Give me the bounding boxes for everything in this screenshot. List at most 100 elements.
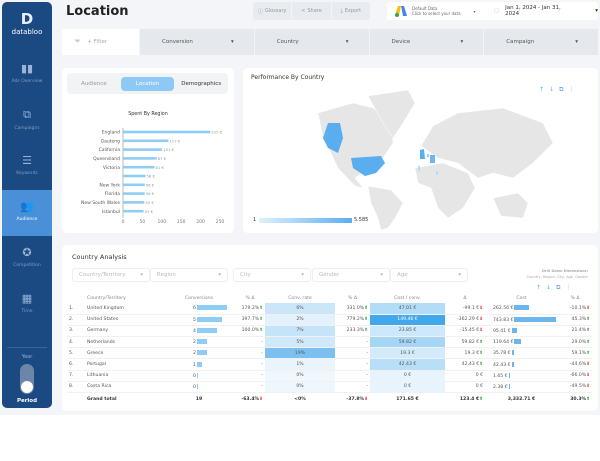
value: 6% <box>296 305 304 311</box>
drill-icon[interactable]: ⧉ <box>556 284 566 291</box>
caret-icon: ▾ <box>458 272 461 278</box>
table-row[interactable]: 1. United Kingdom 6 179.2%⬆ 6% 331.0%⬆ 4… <box>67 303 592 315</box>
col-cost-per-conv[interactable]: Cost / conv. <box>394 296 421 301</box>
map-country-alaska <box>323 123 343 153</box>
sort-up-icon[interactable]: ↑ <box>536 284 547 291</box>
conversions-delta-cell: 397.7%⬆ <box>235 314 265 326</box>
more-icon[interactable]: ⋮ <box>568 86 580 93</box>
col-country[interactable]: Country/Territory <box>87 296 126 301</box>
glossary-button[interactable]: ⓘ Glossary <box>253 2 293 20</box>
logo-mark-icon: D <box>20 10 34 28</box>
col-cost-per-conv-delta[interactable]: Δ <box>463 296 467 301</box>
bar-chart-icon: ▮▮ <box>20 62 34 75</box>
table-row[interactable]: 2. United States 5 397.7%⬆ 2% 779.2%⬆ 14… <box>67 314 592 326</box>
sort-down-icon[interactable]: ↓ <box>546 284 557 291</box>
conv-rate-cell: 2% <box>265 314 335 326</box>
total-conv-delta: -63.4%⬇ <box>235 393 265 407</box>
country-territory-selector[interactable]: Country/Territory ▾ <box>72 268 150 282</box>
gender-selector[interactable]: Gender ▾ <box>312 268 390 282</box>
col-conv-rate-delta[interactable]: % Δ <box>348 296 357 301</box>
map-country-netherlands <box>427 154 429 157</box>
bar <box>123 183 145 187</box>
city-selector[interactable]: City ▾ <box>233 268 311 282</box>
value: - <box>366 373 368 379</box>
value: -66.0% <box>569 373 587 379</box>
table-row[interactable]: 6. Portugal 1 - 1% - 42.43 € 42.43 €⬆ 42… <box>67 358 592 371</box>
col-cost-delta[interactable]: % Δ <box>570 296 580 301</box>
category-label: New York <box>99 182 120 188</box>
drill-down-title: Drill Down Dimensions: <box>542 269 588 273</box>
sidebar-item-audience[interactable]: 👥 Audience <box>2 190 52 236</box>
value: 123.4 € <box>459 397 480 403</box>
data-source-selector[interactable]: Default Data Click to select your data ▾ <box>387 5 486 17</box>
cost-cell: 95.41 € <box>485 325 558 338</box>
conversions-bar <box>196 372 198 378</box>
tab-audience[interactable]: Audience <box>81 80 107 87</box>
sidebar-item-keywords[interactable]: ☰ Keywords <box>2 144 52 190</box>
value: 743.83 € <box>493 317 514 323</box>
sidebar-item-ads-overview[interactable]: ▮▮ Ads Overview <box>2 52 52 98</box>
x-tick-label: 250 <box>216 219 225 225</box>
label: Competition <box>13 263 41 268</box>
col-cost[interactable]: Cost <box>516 296 527 301</box>
table-row[interactable]: 7. Lithuania 0 - 0% - 0 € 0 € 1.65 € -66… <box>67 370 592 382</box>
table-row[interactable]: 5. Greece 2 - 19% - 19.3 € 19.3 €⬆ 35.78… <box>67 347 592 360</box>
conversions-cell: 0 <box>163 370 235 382</box>
period-toggle[interactable] <box>20 364 34 394</box>
campaign-dropdown[interactable]: Campaign ▾ <box>483 29 598 55</box>
data-label: 117 € <box>169 138 180 143</box>
label: + Filter <box>87 39 108 45</box>
device-dropdown[interactable]: Device ▾ <box>368 29 484 55</box>
col-conversions[interactable]: Conversions <box>184 296 214 301</box>
export-button[interactable]: ⤓ Export <box>332 2 370 20</box>
table-row[interactable]: 4. Netherlands 2 - 5% - 59.82 € 59.82 €⬆… <box>67 336 592 349</box>
value: -63.4% <box>241 397 260 403</box>
logo: D databloo <box>2 2 52 52</box>
value: - <box>366 350 368 356</box>
label: Country <box>276 39 299 45</box>
col-conv-rate[interactable]: Conv. rate <box>288 296 312 301</box>
map-title: Performance By Country <box>251 74 325 81</box>
caret-icon: ▾ <box>460 39 464 45</box>
drill-icon[interactable]: ⧉ <box>559 86 569 93</box>
x-tick-label: 0 <box>122 219 125 225</box>
up-arrow-icon: ⬆ <box>259 328 263 334</box>
share-button[interactable]: ≺ Share <box>292 2 332 20</box>
tab-location[interactable]: Location <box>120 76 175 91</box>
sidebar-item-campaigns[interactable]: ⧉ Campaigns <box>2 98 52 144</box>
caret-icon: ▾ <box>380 272 383 278</box>
add-filter-button[interactable]: ⏷ + Filter <box>62 29 139 55</box>
sidebar-item-competition[interactable]: ✪ Competition <box>2 236 52 282</box>
cost-per-conv-delta-cell: 42.43 €⬆ <box>445 358 485 371</box>
sidebar-item-time[interactable]: ▦ Time <box>2 282 52 328</box>
region-selector[interactable]: Region ▾ <box>150 268 228 282</box>
caret-icon: ▾ <box>301 272 304 278</box>
date-range-picker[interactable]: ▢ Jan 1, 2024 - Jan 31, 2024 ▾ <box>486 5 598 17</box>
more-icon[interactable]: ⋮ <box>565 284 577 291</box>
total-cost: 3,332.71 € <box>507 397 536 403</box>
page-title: Location <box>66 4 129 19</box>
country-dropdown[interactable]: Country ▾ <box>253 29 369 55</box>
value: 7% <box>296 328 304 334</box>
value: 30.3% <box>570 397 587 403</box>
conversion-dropdown[interactable]: Conversion ▾ <box>139 29 254 55</box>
value: 21.4% <box>571 328 587 334</box>
down-arrow-icon: ⬇ <box>586 373 590 379</box>
x-tick-label: 150 <box>177 219 186 225</box>
table-row[interactable]: 8. Costa Rica 0 - 0% - 0 € 0 € 2.38 € -4… <box>67 381 592 394</box>
label: Share <box>307 8 322 14</box>
sort-down-icon[interactable]: ↓ <box>549 86 560 93</box>
x-tick-label: 100 <box>158 219 167 225</box>
tab-demographics[interactable]: Demographics <box>181 80 222 87</box>
col-conversions-delta[interactable]: % Δ <box>245 296 255 301</box>
conversions-cell: 1 <box>163 358 235 371</box>
age-selector[interactable]: Age ▾ <box>390 268 468 282</box>
sort-up-icon[interactable]: ↑ <box>539 86 550 93</box>
download-icon: ⤓ <box>340 8 343 14</box>
table-row[interactable]: 3. Germany 4 100.0%⬆ 7% 233.3%⬆ 23.85 € … <box>67 325 592 338</box>
conv-rate-cell: 7% <box>265 325 335 338</box>
down-arrow-icon: ⬇ <box>479 317 483 323</box>
country-cell: Germany <box>85 325 163 338</box>
value: 29.0% <box>571 339 587 345</box>
table-header: Country/Territory Conversions % Δ Conv. … <box>67 294 592 303</box>
